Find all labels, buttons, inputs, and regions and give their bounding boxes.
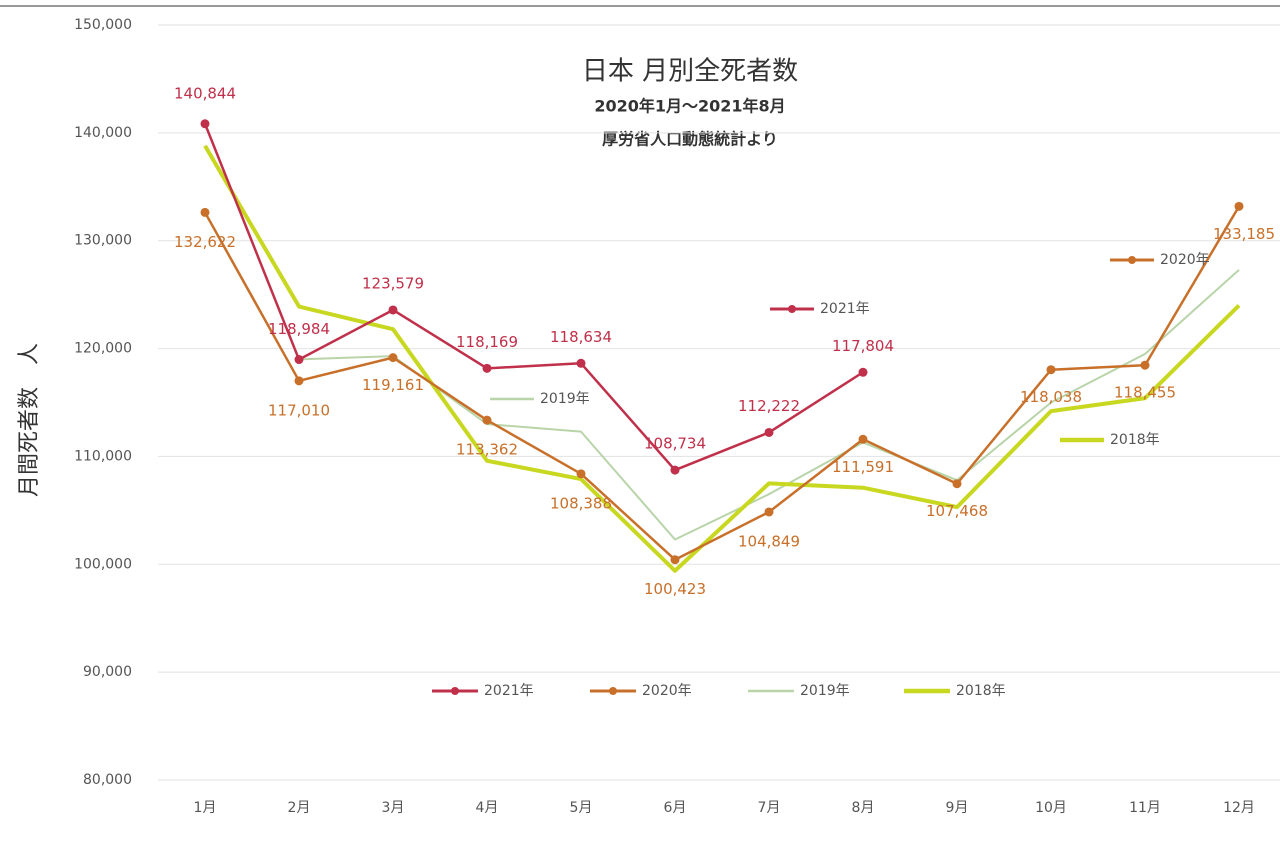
data-point: [1046, 365, 1056, 375]
y-tick-label: 80,000: [83, 772, 132, 788]
legend-label: 2019年: [800, 683, 850, 699]
y-tick-label: 130,000: [74, 233, 132, 249]
data-point: [670, 555, 680, 565]
data-label: 118,634: [550, 328, 612, 346]
y-tick-label: 140,000: [74, 125, 132, 141]
inline-legend-label: 2019年: [540, 391, 590, 407]
data-point: [764, 507, 774, 517]
series-line: [203, 144, 1241, 573]
y-tick-label: 110,000: [74, 448, 132, 464]
data-label: 123,579: [362, 274, 424, 292]
legend-label: 2020年: [642, 683, 692, 699]
data-point: [576, 469, 586, 479]
data-point: [388, 353, 398, 363]
x-tick-label: 2月: [288, 800, 311, 816]
data-label: 112,222: [738, 397, 800, 415]
data-point: [858, 434, 868, 444]
series-line: [203, 205, 1241, 561]
data-point: [858, 367, 868, 377]
x-tick-label: 6月: [664, 800, 687, 816]
legend-marker: [451, 687, 459, 695]
series-line: [204, 123, 1240, 541]
data-label: 107,468: [926, 502, 988, 520]
x-tick-label: 9月: [946, 800, 969, 816]
inline-legend-marker: [788, 305, 796, 313]
x-tick-label: 8月: [852, 800, 875, 816]
y-tick-label: 90,000: [83, 664, 132, 680]
x-tick-label: 1月: [194, 800, 217, 816]
data-label: 119,161: [362, 376, 424, 394]
inline-legend-label: 2020年: [1160, 252, 1210, 268]
y-tick-label: 120,000: [74, 341, 132, 357]
y-axis-label: 月間死者数 人: [17, 343, 42, 497]
data-point: [482, 363, 492, 373]
data-label: 133,185: [1213, 225, 1275, 243]
y-tick-label: 150,000: [74, 17, 132, 33]
data-point: [952, 479, 962, 489]
data-label: 108,734: [644, 435, 706, 453]
data-label: 118,984: [268, 320, 330, 338]
data-label: 132,622: [174, 233, 236, 251]
data-label: 118,038: [1020, 388, 1082, 406]
chart-title: 日本 月別全死者数: [582, 57, 798, 87]
x-tick-label: 4月: [476, 800, 499, 816]
data-label: 108,388: [550, 494, 612, 512]
data-point: [764, 427, 774, 437]
inline-legend-label: 2018年: [1110, 432, 1160, 448]
data-label: 118,169: [456, 333, 518, 351]
legend-label: 2021年: [484, 683, 534, 699]
chart-subtitle: 厚労省人口動態統計より: [602, 130, 778, 149]
x-tick-label: 5月: [570, 800, 593, 816]
data-point: [482, 415, 492, 425]
x-tick-label: 3月: [382, 800, 405, 816]
data-point: [1234, 201, 1244, 211]
x-tick-label: 12月: [1223, 800, 1255, 816]
data-point: [670, 465, 680, 475]
legend-marker: [609, 687, 617, 695]
inline-legend-marker: [1128, 256, 1136, 264]
data-label: 117,010: [268, 401, 330, 419]
data-point: [200, 207, 210, 217]
data-point: [294, 355, 304, 365]
data-point: [200, 119, 210, 129]
series-line: [203, 123, 864, 472]
legend-label: 2018年: [956, 683, 1006, 699]
y-tick-label: 100,000: [74, 556, 132, 572]
chart-subtitle: 2020年1月～2021年8月: [594, 97, 785, 116]
data-label: 113,362: [456, 441, 518, 459]
x-tick-label: 11月: [1129, 800, 1161, 816]
x-tick-label: 7月: [758, 800, 781, 816]
inline-legend-label: 2021年: [820, 301, 870, 317]
data-point: [576, 358, 586, 368]
data-label: 140,844: [174, 84, 236, 102]
data-point: [388, 305, 398, 315]
data-label: 104,849: [738, 532, 800, 550]
data-point: [1140, 360, 1150, 370]
data-point: [294, 376, 304, 386]
data-label: 117,804: [832, 337, 894, 355]
x-tick-label: 10月: [1035, 800, 1067, 816]
data-label: 118,455: [1114, 384, 1176, 402]
data-label: 100,423: [644, 580, 706, 598]
data-label: 111,591: [832, 458, 894, 476]
